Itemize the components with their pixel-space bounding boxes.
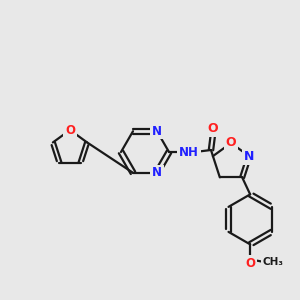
Text: CH₃: CH₃: [263, 257, 284, 267]
Text: NH: NH: [179, 146, 199, 158]
Text: O: O: [226, 136, 236, 149]
Text: N: N: [152, 125, 162, 138]
Text: N: N: [152, 166, 162, 179]
Text: O: O: [65, 124, 75, 136]
Text: O: O: [245, 257, 255, 270]
Text: O: O: [208, 122, 218, 136]
Text: N: N: [244, 150, 254, 163]
